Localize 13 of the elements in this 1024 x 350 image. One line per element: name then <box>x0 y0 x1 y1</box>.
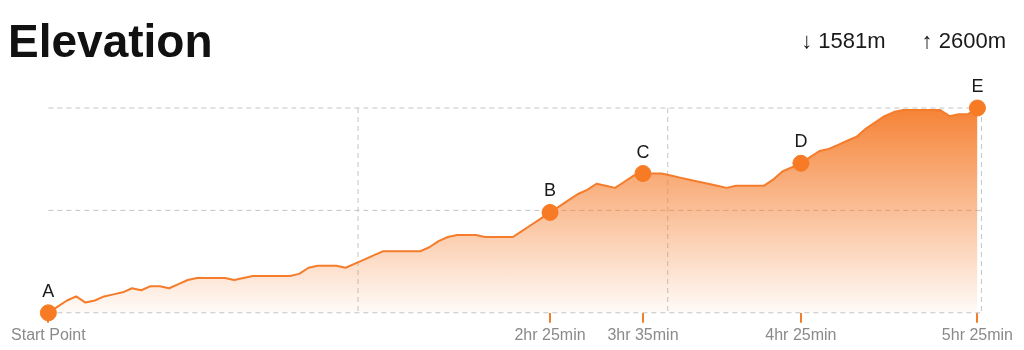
chart-title: Elevation <box>8 14 213 68</box>
x-tick-label: 3hr 35min <box>607 325 679 343</box>
x-tick-label: 5hr 25min <box>941 325 1013 343</box>
x-tick-label: 2hr 25min <box>514 325 586 343</box>
annotation: A <box>42 280 55 301</box>
text: ↓ 1581m <box>801 28 886 54</box>
annotation: B <box>544 180 557 201</box>
text: ↑ 2600m <box>921 28 1006 54</box>
annotation: C <box>636 141 650 162</box>
x-tick-label: 4hr 25min <box>765 325 837 343</box>
annotation: D <box>794 131 808 152</box>
annotation: E <box>971 75 984 96</box>
x-tick-label: Start Point <box>11 325 87 343</box>
